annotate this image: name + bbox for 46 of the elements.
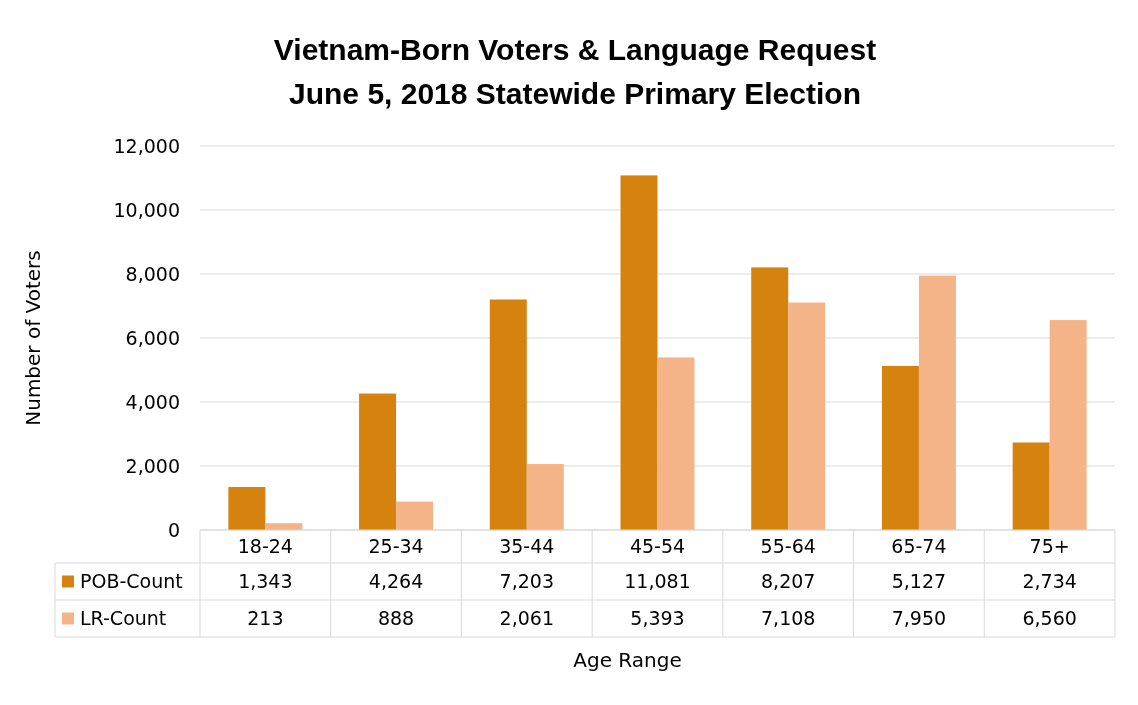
data-label: 6,560 xyxy=(1022,607,1077,630)
data-label: 11,081 xyxy=(624,570,691,593)
x-tick-label: 25-34 xyxy=(368,535,424,558)
y-tick-label: 10,000 xyxy=(113,198,180,221)
bar xyxy=(359,393,397,530)
data-label: 7,203 xyxy=(499,570,554,593)
bar xyxy=(620,175,658,530)
y-tick-label: 8,000 xyxy=(125,262,180,285)
x-axis-title: Age Range xyxy=(573,648,682,672)
bar xyxy=(1012,442,1050,530)
x-tick-label: 35-44 xyxy=(499,535,555,558)
data-label: 4,264 xyxy=(368,570,424,593)
data-label: 2,061 xyxy=(499,607,554,630)
data-label: 7,950 xyxy=(891,607,947,630)
data-label: 213 xyxy=(247,607,284,630)
bar xyxy=(788,302,826,530)
x-tick-label: 18-24 xyxy=(237,535,293,558)
bar xyxy=(657,357,695,530)
data-label: 888 xyxy=(377,607,415,630)
bar xyxy=(1049,320,1087,530)
x-tick-label: 75+ xyxy=(1029,535,1070,558)
legend-label: POB-Count xyxy=(80,570,183,593)
y-tick-label: 2,000 xyxy=(125,454,180,477)
data-label: 8,207 xyxy=(761,570,816,593)
y-tick-label: 4,000 xyxy=(125,390,180,413)
y-tick-label: 12,000 xyxy=(113,134,180,157)
data-label: 1,343 xyxy=(238,570,293,593)
x-tick-label: 55-64 xyxy=(760,535,816,558)
data-label: 5,393 xyxy=(630,607,685,630)
y-tick-label: 0 xyxy=(167,518,180,541)
chart-title: Vietnam-Born Voters & Language Request June 5, 2018 Statewide Primary Election xyxy=(273,33,877,110)
data-label: 2,734 xyxy=(1022,570,1077,593)
bar xyxy=(881,365,919,530)
bar xyxy=(918,275,956,530)
x-tick-label: 45-54 xyxy=(629,535,686,558)
bar xyxy=(751,267,789,530)
y-tick-label: 6,000 xyxy=(125,326,180,349)
y-axis-title: Number of Voters xyxy=(21,250,45,426)
x-tick-label: 65-74 xyxy=(891,535,947,558)
bar xyxy=(228,487,266,530)
bar xyxy=(526,464,564,530)
bar xyxy=(489,299,527,530)
data-label: 5,127 xyxy=(891,570,947,593)
legend-label: LR-Count xyxy=(80,607,167,630)
data-label: 7,108 xyxy=(761,607,816,630)
bar xyxy=(396,501,434,530)
